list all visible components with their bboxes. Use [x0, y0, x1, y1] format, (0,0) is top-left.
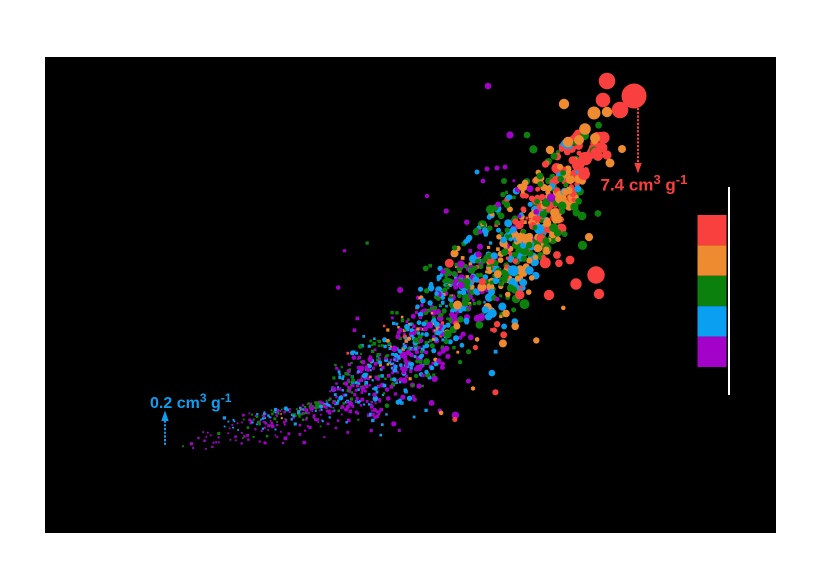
svg-text:7.4 cm3 g-1: 7.4 cm3 g-1 — [601, 172, 688, 195]
svg-text:0.2 cm3 g-1: 0.2 cm3 g-1 — [150, 391, 232, 412]
